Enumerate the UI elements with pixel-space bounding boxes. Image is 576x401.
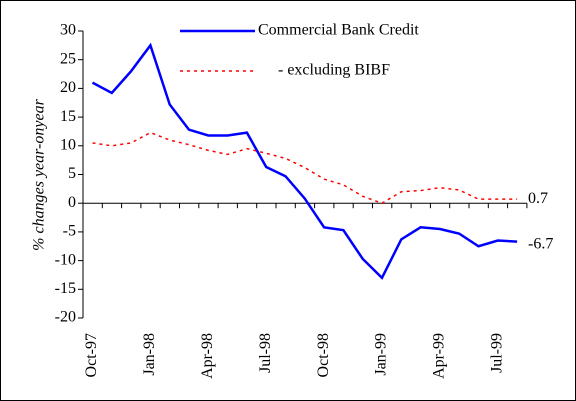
x-tick-label: Jan-98 xyxy=(141,333,158,376)
y-tick-label: 30 xyxy=(60,22,76,39)
y-tick-label: 0 xyxy=(68,194,76,211)
legend-label: Commercial Bank Credit xyxy=(258,22,419,39)
legend-label: - excluding BIBF xyxy=(278,62,390,79)
y-tick-label: -5 xyxy=(63,223,76,240)
x-tick-label: Jul-99 xyxy=(488,333,505,373)
y-tick-label: 25 xyxy=(60,50,76,67)
x-tick-label: Oct-98 xyxy=(315,333,332,377)
y-tick-label: -20 xyxy=(55,309,76,326)
data-line xyxy=(91,42,518,280)
y-tick-label: -15 xyxy=(55,280,76,297)
x-tick-label: Oct-97 xyxy=(83,333,100,377)
y-tick-label: 5 xyxy=(68,165,76,182)
y-tick-label: 15 xyxy=(60,108,76,125)
y-tick-label: 20 xyxy=(60,79,76,96)
x-tick-label: Apr-98 xyxy=(199,333,216,379)
end-label: 0.7 xyxy=(528,190,548,207)
x-tick-label: Apr-99 xyxy=(431,333,448,379)
y-axis-label: % changes year-onyear xyxy=(31,98,48,250)
y-tick-label: -10 xyxy=(55,251,76,268)
x-tick-label: Jul-98 xyxy=(257,333,274,373)
y-tick-label: 10 xyxy=(60,136,76,153)
end-label: -6.7 xyxy=(528,235,553,252)
x-tick-label: Jan-99 xyxy=(373,333,390,376)
